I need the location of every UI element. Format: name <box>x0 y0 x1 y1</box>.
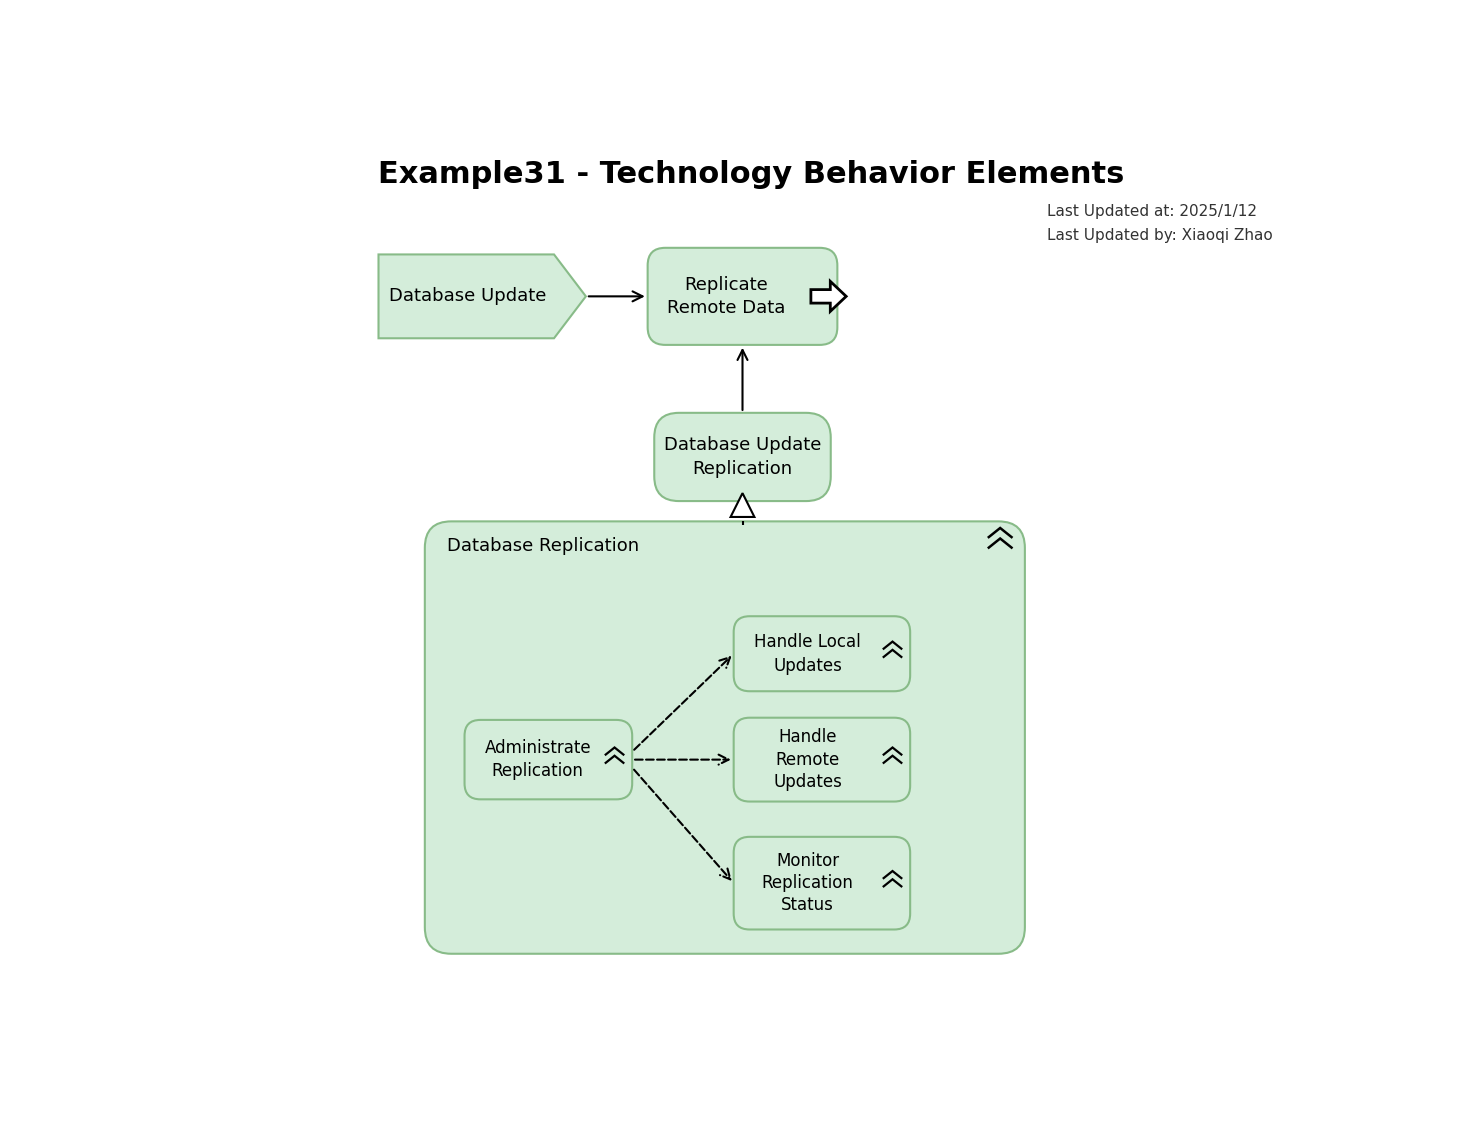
Text: Replicate
Remote Data: Replicate Remote Data <box>667 275 786 317</box>
Text: Administrate
Replication: Administrate Replication <box>484 739 591 780</box>
Text: Handle Local
Updates: Handle Local Updates <box>755 633 861 675</box>
FancyBboxPatch shape <box>733 717 910 801</box>
Polygon shape <box>811 282 846 312</box>
Polygon shape <box>378 254 586 338</box>
Text: Database Update: Database Update <box>388 288 547 305</box>
Text: Last Updated at: 2025/1/12: Last Updated at: 2025/1/12 <box>1047 204 1256 219</box>
Text: Database Update
Replication: Database Update Replication <box>664 437 821 478</box>
FancyBboxPatch shape <box>648 248 837 345</box>
FancyBboxPatch shape <box>425 521 1025 953</box>
Text: Last Updated by: Xiaoqi Zhao: Last Updated by: Xiaoqi Zhao <box>1047 228 1272 243</box>
FancyBboxPatch shape <box>654 413 831 501</box>
Text: Database Replication: Database Replication <box>447 537 639 556</box>
Text: Example31 - Technology Behavior Elements: Example31 - Technology Behavior Elements <box>378 159 1124 189</box>
FancyBboxPatch shape <box>733 617 910 691</box>
FancyBboxPatch shape <box>733 837 910 929</box>
Text: Monitor
Replication
Status: Monitor Replication Status <box>762 851 853 915</box>
Text: Handle
Remote
Updates: Handle Remote Updates <box>774 729 843 791</box>
FancyBboxPatch shape <box>465 720 632 800</box>
Polygon shape <box>730 493 755 517</box>
